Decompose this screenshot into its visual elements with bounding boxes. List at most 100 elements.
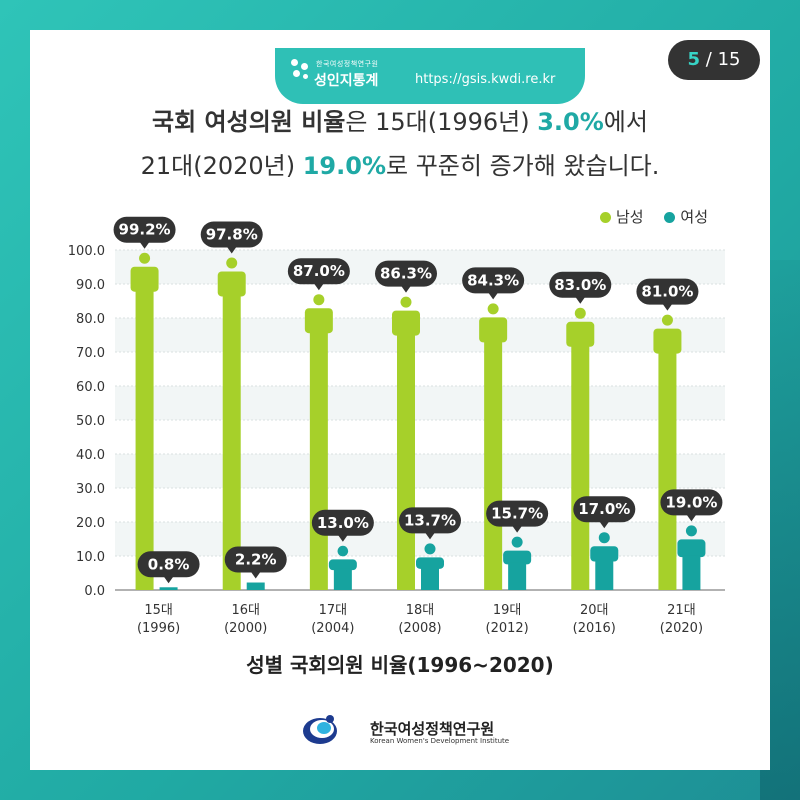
- legend-item-male: 남성: [600, 206, 644, 227]
- data-label-female-pointer: [512, 525, 523, 533]
- y-tick-label: 50.0: [76, 414, 105, 429]
- data-label-male-bg: [375, 260, 437, 287]
- data-label-female: 19.0%: [665, 493, 717, 511]
- header-tab: 한국여성정책연구원 성인지통계 https://gsis.kwdi.re.kr: [275, 48, 585, 104]
- brand-logo-icon: [291, 59, 311, 83]
- x-tick-label: 17대: [319, 603, 348, 618]
- legend-label-male: 남성: [616, 208, 644, 226]
- headline-value-2020: 19.0%: [302, 152, 386, 180]
- legend-item-female: 여성: [664, 206, 708, 227]
- y-tick-label: 20.0: [76, 516, 105, 531]
- data-label-female-bg: [660, 489, 723, 516]
- data-label-female: 15.7%: [491, 505, 543, 523]
- data-label-female-bg: [137, 551, 200, 578]
- data-label-female-pointer: [337, 534, 348, 542]
- bar-female: [590, 532, 619, 590]
- x-tick-label: (2008): [398, 621, 441, 636]
- data-label-male-pointer: [575, 296, 586, 304]
- x-tick-label: 21대: [667, 603, 696, 618]
- org-small-name: 한국여성정책연구원: [316, 60, 379, 68]
- footer-org-english: Korean Women's Development Institute: [370, 737, 510, 745]
- x-tick-label: 16대: [231, 603, 260, 618]
- data-label-female-pointer: [250, 571, 261, 579]
- y-tick-label: 80.0: [76, 312, 105, 327]
- headline-line-1: 국회 여성의원 비율은 15대(1996년) 3.0%에서: [30, 100, 770, 144]
- x-tick-label: (2016): [573, 621, 616, 636]
- headline-text: 로 꾸준히 증가해 왔습니다.: [386, 152, 660, 180]
- data-label-male-bg: [462, 267, 525, 294]
- y-tick-label: 100.0: [68, 244, 105, 259]
- data-label-male-pointer: [139, 241, 150, 249]
- x-tick-label: (2020): [660, 621, 703, 636]
- bar-male: [217, 257, 246, 590]
- page-total: 15: [717, 49, 741, 70]
- bar-female: [159, 587, 178, 590]
- bar-female: [328, 545, 357, 590]
- data-label-male-pointer: [662, 303, 673, 311]
- bar-female: [246, 582, 265, 590]
- headline-text: 에서: [603, 108, 648, 136]
- x-tick-label: (1996): [137, 621, 180, 636]
- data-label-female-pointer: [163, 576, 174, 584]
- data-label-male: 83.0%: [554, 276, 606, 294]
- y-tick-label: 40.0: [76, 448, 105, 463]
- headline-line-2: 21대(2020년) 19.0%로 꾸준히 증가해 왔습니다.: [30, 144, 770, 188]
- headline-text: 은 15대(1996년): [345, 108, 538, 136]
- grid-band: [115, 454, 725, 488]
- y-tick-label: 90.0: [76, 278, 105, 293]
- data-label-female-bg: [311, 509, 374, 536]
- x-tick-label: 15대: [144, 603, 173, 618]
- data-label-female-bg: [224, 546, 287, 573]
- data-label-male: 84.3%: [467, 271, 519, 289]
- brand-name: 성인지통계: [314, 73, 379, 89]
- data-label-female-pointer: [686, 514, 697, 522]
- bar-female: [677, 525, 706, 590]
- data-label-male-bg: [549, 271, 612, 298]
- page-indicator: 5 / 15: [668, 40, 760, 80]
- x-tick-label: 19대: [493, 603, 522, 618]
- y-tick-label: 60.0: [76, 380, 105, 395]
- headline: 국회 여성의원 비율은 15대(1996년) 3.0%에서 21대(2020년)…: [30, 100, 770, 188]
- data-label-female: 0.8%: [148, 555, 190, 573]
- headline-bold: 국회 여성의원 비율: [152, 108, 346, 136]
- headline-text: 21대(2020년): [140, 152, 303, 180]
- chart-legend: 남성 여성: [600, 206, 724, 227]
- data-label-male: 87.0%: [293, 262, 345, 280]
- data-label-male-bg: [113, 216, 176, 243]
- bar-female: [416, 543, 444, 590]
- legend-swatch-female: [664, 212, 676, 223]
- data-label-female-bg: [486, 500, 549, 527]
- data-label-female: 2.2%: [235, 551, 277, 569]
- y-tick-label: 70.0: [76, 346, 105, 361]
- data-label-male: 97.8%: [206, 225, 258, 243]
- data-label-male-bg: [636, 278, 699, 305]
- data-label-male: 86.3%: [380, 265, 432, 283]
- x-tick-label: (2012): [486, 621, 529, 636]
- headline-value-1996: 3.0%: [537, 108, 604, 136]
- kwdi-logo-icon: [303, 715, 337, 744]
- data-label-male-pointer: [488, 292, 499, 300]
- data-label-male-bg: [287, 258, 350, 285]
- data-label-male-pointer: [313, 283, 324, 291]
- y-tick-label: 10.0: [76, 550, 105, 565]
- x-tick-label: 18대: [406, 603, 435, 618]
- legend-label-female: 여성: [680, 208, 708, 226]
- data-label-female-pointer: [425, 532, 435, 540]
- site-url[interactable]: https://gsis.kwdi.re.kr: [415, 72, 556, 87]
- x-tick-label: (2000): [224, 621, 267, 636]
- data-label-female: 13.0%: [317, 514, 369, 532]
- data-label-male: 81.0%: [641, 283, 693, 301]
- bar-male: [479, 303, 508, 590]
- data-label-female: 13.7%: [404, 511, 456, 529]
- bar-male: [653, 314, 682, 590]
- data-label-male-pointer: [226, 246, 237, 254]
- data-label-male-pointer: [401, 285, 411, 293]
- bar-male: [130, 252, 159, 590]
- y-tick-label: 30.0: [76, 482, 105, 497]
- page-current: 5: [687, 49, 701, 70]
- data-label-female-bg: [399, 507, 461, 534]
- data-label-male-bg: [200, 221, 263, 248]
- grid-band: [115, 386, 725, 420]
- page-separator: /: [705, 49, 712, 70]
